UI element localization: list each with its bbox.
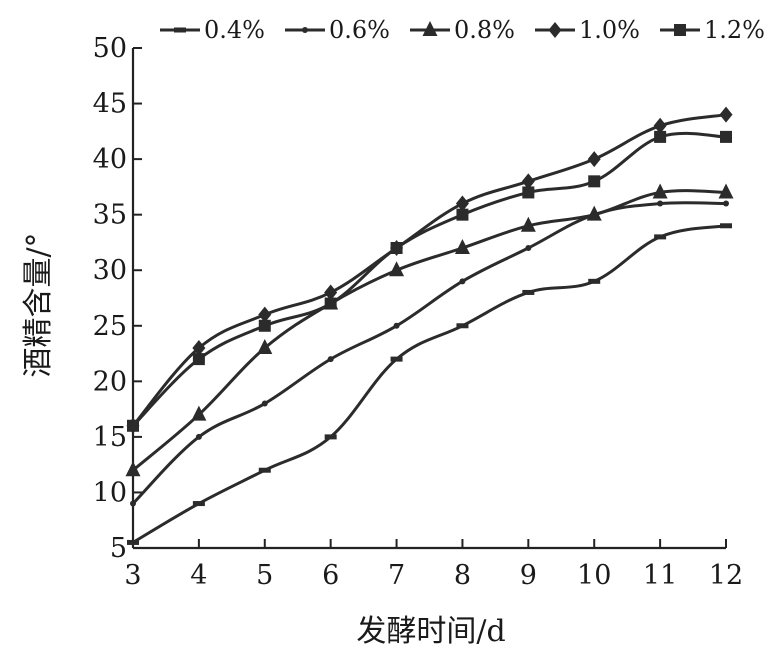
data-point <box>258 306 272 323</box>
legend-item: 1.2% <box>660 16 765 44</box>
data-point <box>390 356 403 362</box>
data-point <box>258 467 271 473</box>
data-point <box>393 322 400 329</box>
data-point <box>586 205 602 221</box>
data-point <box>522 289 535 295</box>
data-point <box>127 419 139 432</box>
data-point <box>657 200 664 207</box>
x-tick-label: 6 <box>322 560 339 591</box>
data-point <box>261 400 268 407</box>
data-point <box>522 186 535 199</box>
y-tick-label: 35 <box>93 200 127 231</box>
y-tick-label: 30 <box>93 255 127 286</box>
series-0-4pct <box>127 223 732 545</box>
data-point <box>587 151 601 168</box>
legend-item: 0.6% <box>285 16 390 44</box>
series-1-2pct <box>127 130 732 432</box>
data-point <box>456 208 469 221</box>
x-tick-label: 12 <box>709 560 743 591</box>
series-line <box>131 201 728 506</box>
series-0-8pct <box>125 183 734 477</box>
data-point <box>257 339 273 354</box>
y-tick-label: 15 <box>93 422 127 453</box>
y-tick-label: 45 <box>93 89 127 120</box>
legend-item: 0.4% <box>160 16 265 44</box>
data-point <box>191 405 207 421</box>
y-tick-label: 40 <box>93 144 127 175</box>
x-tick-label: 4 <box>190 560 207 591</box>
data-point <box>520 216 536 232</box>
data-point <box>192 353 205 366</box>
series-0-6pct <box>130 200 729 507</box>
legend-label: 0.6% <box>329 16 390 44</box>
legend-label: 0.4% <box>204 16 265 44</box>
y-tick-label: 50 <box>93 33 127 64</box>
y-tick-label: 10 <box>93 477 127 508</box>
legend: 0.4% 0.6% 0.8% 1.0% 1.2% <box>160 16 765 44</box>
legend-item: 0.8% <box>410 16 515 44</box>
data-point <box>324 284 338 301</box>
legend-marker <box>674 24 686 36</box>
data-point <box>653 117 667 134</box>
data-point <box>654 234 667 240</box>
y-tick-label: 25 <box>93 311 127 342</box>
data-point <box>127 539 139 545</box>
legend-label: 0.8% <box>454 16 515 44</box>
x-tick-label: 9 <box>520 560 537 591</box>
data-point <box>324 297 337 310</box>
series-line <box>131 113 728 428</box>
data-point <box>454 239 470 254</box>
data-point <box>125 461 141 477</box>
data-point <box>719 106 733 123</box>
legend-item: 1.0% <box>535 16 640 44</box>
legend-label: 1.0% <box>579 16 640 44</box>
series-lines <box>125 106 734 545</box>
data-point <box>652 183 668 199</box>
data-point <box>327 356 334 363</box>
legend-marker <box>174 27 186 33</box>
data-point <box>654 130 667 143</box>
data-point <box>720 130 732 143</box>
y-tick-label: 20 <box>93 366 127 397</box>
x-tick-label: 5 <box>256 560 273 591</box>
legend-marker <box>302 27 308 33</box>
y-tick-label: 5 <box>110 533 127 564</box>
series-line <box>131 189 728 472</box>
data-point <box>192 340 206 356</box>
data-point <box>459 278 466 285</box>
data-point <box>525 245 532 251</box>
data-point <box>588 175 601 188</box>
x-tick-label: 8 <box>454 560 471 591</box>
data-point <box>521 173 535 190</box>
data-point <box>718 183 734 199</box>
data-point <box>192 501 205 507</box>
data-point <box>720 223 732 229</box>
data-point <box>324 434 337 440</box>
data-point <box>258 319 271 332</box>
x-tick-label: 3 <box>124 560 141 591</box>
data-point <box>130 500 136 507</box>
data-point <box>588 278 601 284</box>
x-tick-label: 7 <box>388 560 405 591</box>
series-line <box>131 131 728 428</box>
series-1-0pct <box>126 106 733 434</box>
data-point <box>389 261 405 277</box>
data-point <box>195 433 202 440</box>
series-line <box>131 224 728 544</box>
data-point <box>456 323 469 329</box>
x-tick-label: 10 <box>577 560 611 591</box>
data-point <box>723 200 729 207</box>
y-axis-title: 酒精含量/° <box>21 232 56 377</box>
x-axis-title: 发酵时间/d <box>356 614 505 649</box>
data-point <box>390 242 403 254</box>
legend-marker <box>422 21 438 36</box>
x-tick-label: 11 <box>643 560 677 591</box>
legend-label: 1.2% <box>704 16 765 44</box>
legend-marker <box>548 22 562 38</box>
data-point <box>455 195 469 212</box>
